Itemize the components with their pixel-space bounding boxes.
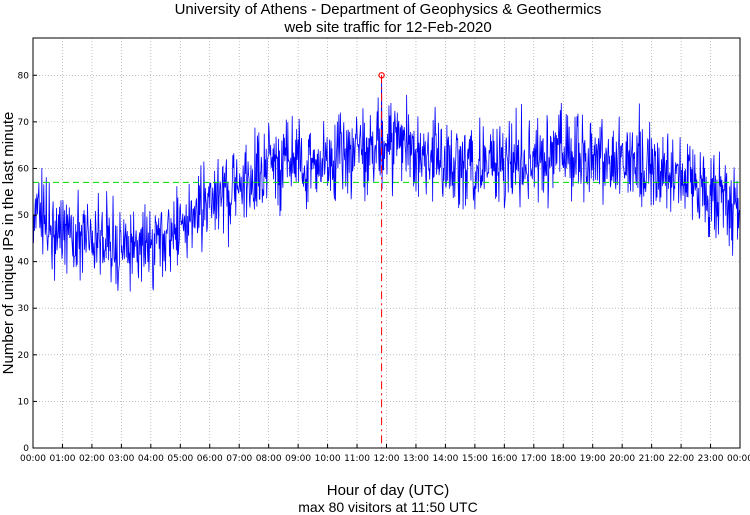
chart-subtitle: web site traffic for 12-Feb-2020 [283, 19, 491, 36]
y-tick-label: 40 [18, 258, 30, 268]
x-tick-label: 09:00 [285, 454, 311, 464]
x-tick-label: 16:00 [491, 454, 517, 464]
max-visitors-note: max 80 visitors at 11:50 UTC [298, 499, 477, 515]
x-tick-label: 20:00 [609, 454, 635, 464]
x-tick-label: 06:00 [197, 454, 223, 464]
x-tick-label: 01:00 [49, 454, 75, 464]
x-tick-label: 17:00 [521, 454, 547, 464]
x-tick-label: 19:00 [580, 454, 606, 464]
x-tick-label: 08:00 [256, 454, 282, 464]
y-tick-label: 80 [18, 71, 30, 81]
x-tick-label: 11:00 [344, 454, 370, 464]
x-tick-label: 03:00 [108, 454, 134, 464]
x-tick-label: 13:00 [403, 454, 429, 464]
y-tick-label: 60 [18, 164, 30, 174]
x-tick-label: 00:00 [20, 454, 46, 464]
x-tick-label: 21:00 [639, 454, 665, 464]
x-tick-label: 18:00 [550, 454, 576, 464]
x-tick-label: 22:00 [668, 454, 694, 464]
y-tick-label: 50 [18, 211, 30, 221]
x-axis-label: Hour of day (UTC) [327, 482, 450, 499]
y-tick-label: 10 [18, 397, 30, 407]
y-tick-label: 70 [18, 118, 30, 128]
x-tick-label: 12:00 [374, 454, 400, 464]
x-tick-label: 10:00 [315, 454, 341, 464]
series-line-traffic [32, 75, 740, 292]
y-axis-label: Number of unique IPs in the last minute [0, 112, 17, 375]
x-tick-label: 02:00 [79, 454, 105, 464]
x-tick-label: 14:00 [432, 454, 458, 464]
chart-title: University of Athens - Department of Geo… [175, 1, 602, 18]
x-tick-label: 04:00 [138, 454, 164, 464]
x-tick-label: 23:00 [698, 454, 724, 464]
y-tick-label: 20 [18, 351, 30, 361]
y-tick-label: 30 [18, 304, 30, 314]
y-tick-label: 0 [23, 444, 29, 454]
x-tick-label: 15:00 [462, 454, 488, 464]
max-marker [378, 72, 385, 79]
x-tick-label: 00:00 [727, 454, 750, 464]
x-tick-label: 07:00 [226, 454, 252, 464]
tick-labels: 00:00 01:00 02:00 03:00 04:00 05:00 06:00 07:00… [18, 71, 750, 464]
x-tick-label: 05:00 [167, 454, 193, 464]
